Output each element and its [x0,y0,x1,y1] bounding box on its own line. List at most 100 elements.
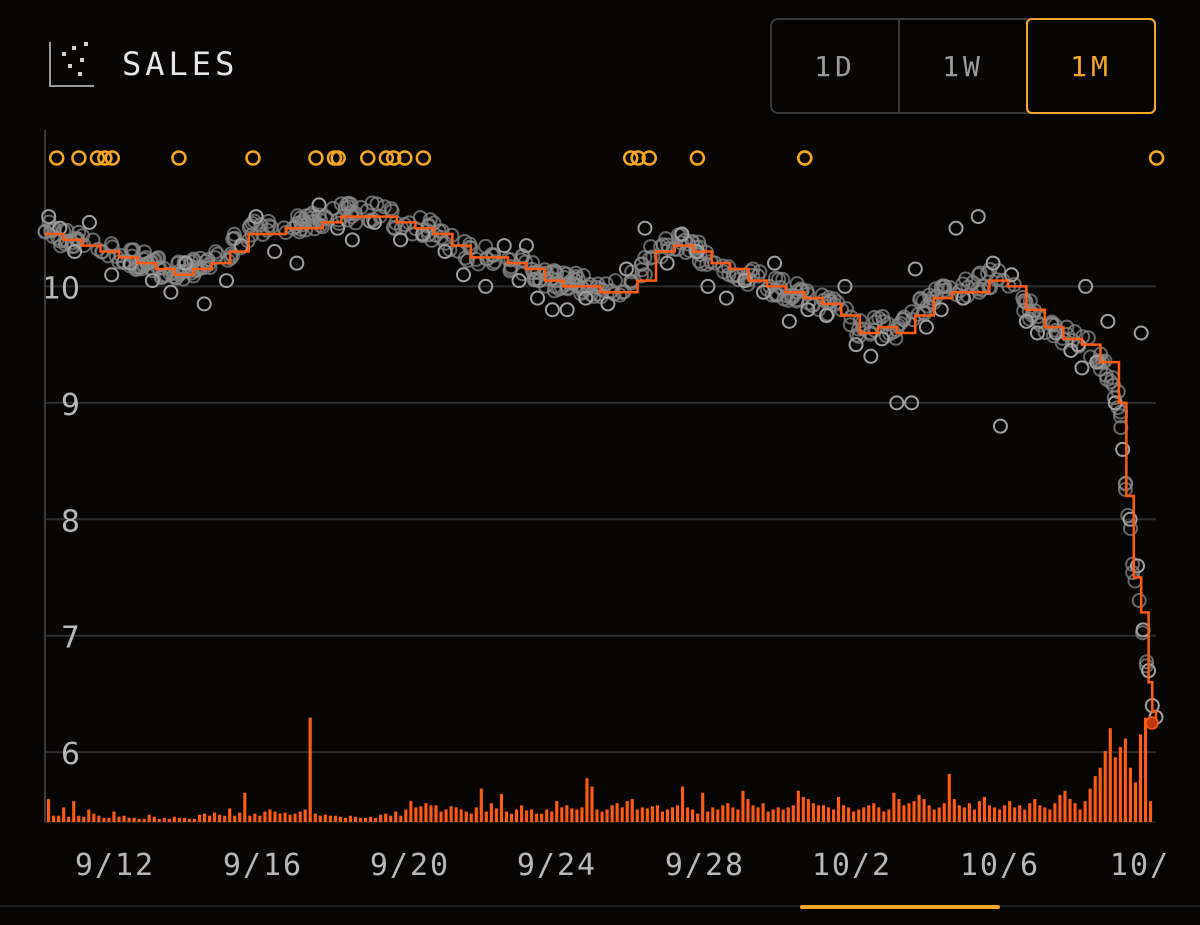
volume-bar [429,805,433,822]
volume-bar [675,805,680,822]
volume-bar [469,813,473,822]
listing-event-marker [415,150,432,166]
sale-point [918,319,934,335]
sale-point [718,290,734,306]
volume-bar [776,807,780,822]
volume-bar [1073,803,1077,822]
volume-bar [751,805,755,822]
volume-bar [630,799,634,822]
volume-bar [112,811,116,822]
volume-bar [449,806,453,822]
sale-point [437,244,453,259]
sale-point [889,395,905,411]
y-tick-label: 10 [42,271,80,306]
volume-bar [550,811,554,822]
sale-point [37,224,53,240]
volume-bar [263,811,267,822]
volume-bar [1093,776,1097,822]
volume-bar [152,816,156,822]
sale-point [544,302,560,318]
range-1w-button[interactable]: 1W [900,20,1028,112]
range-1m-button[interactable]: 1M [1026,18,1156,114]
volume-bar [308,717,312,822]
sale-point [113,248,129,264]
volume-bar [504,811,509,822]
volume-bar [117,816,121,822]
volume-bar [766,811,770,822]
volume-bar [746,799,750,822]
volume-bar [258,815,262,822]
title-group: SALES [48,40,238,88]
y-tick-label: 7 [61,621,80,656]
volume-bar [1038,805,1042,822]
volume-bar [374,817,378,822]
volume-bar [288,814,292,822]
sale-point [433,229,449,245]
volume-bar [645,808,649,822]
volume-bar [1138,734,1143,822]
scrollbar-thumb[interactable] [800,905,1000,909]
sale-point [289,255,305,271]
sale-point [745,267,761,283]
volume-bar [1123,738,1127,822]
listing-event-marker [641,150,657,166]
volume-bar [102,817,106,822]
listing-event-marker [360,150,376,166]
volume-bar [132,817,136,822]
volume-bar [660,811,665,822]
sale-point [210,246,226,262]
volume-bar [575,809,579,822]
sale-point [958,271,974,287]
sale-point [312,212,328,228]
timeline-scrollbar[interactable] [0,905,1200,925]
volume-bar [892,792,896,822]
volume-bar [273,811,277,822]
sale-point [1018,313,1034,329]
volume-bar [424,803,428,822]
volume-bar [620,807,624,822]
volume-bar [67,816,71,822]
volume-bar [721,805,725,822]
sale-point [691,253,707,269]
sale-point [59,222,75,238]
volume-bar [379,814,383,822]
volume-bar [87,809,91,822]
listing-event-marker [378,150,395,166]
volume-bar [716,809,720,822]
volume-bar [1013,807,1017,822]
sale-point [1131,593,1147,609]
sale-point [843,309,859,325]
volume-bar [338,816,342,822]
volume-bar [228,808,232,822]
sale-point [633,256,649,272]
sale-point [511,273,527,289]
sale-point [208,244,224,260]
volume-bar [565,805,569,822]
range-1d-button[interactable]: 1D [772,20,900,112]
volume-bar [182,817,186,822]
x-tick-label: 10/6 [960,848,1040,883]
volume-bar [333,815,337,822]
volume-bar [162,817,166,822]
sale-point [890,317,906,333]
volume-bar [253,813,257,822]
sale-point [874,331,890,347]
volume-bar [821,805,826,822]
volume-bar [655,805,659,822]
volume-bar [872,803,876,822]
volume-bar [1003,805,1007,822]
sale-point [700,278,716,294]
sale-point [776,291,792,307]
latest-point [1145,716,1159,730]
volume-bar [248,815,252,822]
volume-bar [826,807,831,822]
volume-bar [998,809,1002,822]
sale-point [907,261,923,277]
volume-bar [595,809,599,822]
volume-bar [343,817,347,822]
volume-bar [801,796,805,822]
volume-bar [987,805,992,822]
sale-point [455,267,471,283]
sale-point [800,302,816,318]
sale-point [768,270,784,286]
